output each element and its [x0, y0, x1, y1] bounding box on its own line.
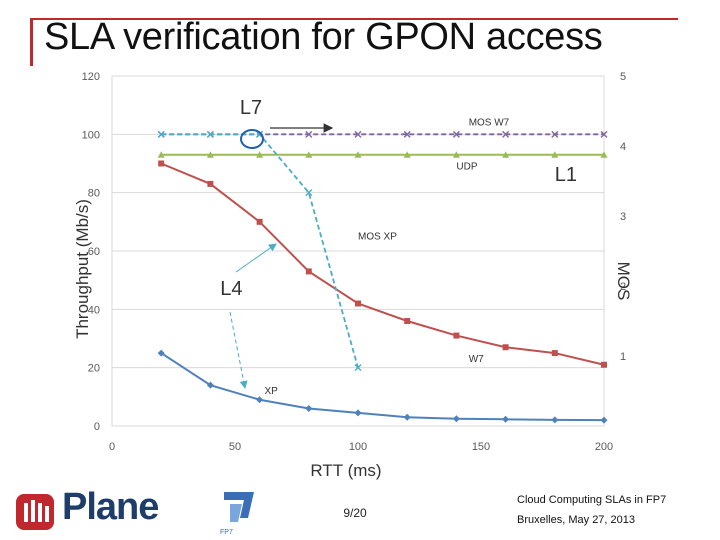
data-point — [157, 151, 165, 158]
title-border-left — [30, 20, 33, 66]
footer-line2: Bruxelles, May 27, 2013 — [517, 514, 636, 526]
data-point — [403, 151, 411, 158]
data-point — [354, 364, 362, 372]
x-axis-label: RTT (ms) — [310, 461, 381, 480]
slide-title: SLA verification for GPON access — [44, 16, 603, 58]
y-tick-label: 100 — [82, 129, 100, 141]
data-point — [354, 409, 362, 417]
x-tick-label: 150 — [472, 441, 490, 453]
title-frame — [30, 14, 678, 66]
data-point — [452, 151, 460, 158]
annotation-l1: L1 — [555, 164, 577, 186]
y-tick-label: 60 — [88, 246, 100, 258]
data-point — [305, 405, 313, 412]
data-point — [600, 130, 608, 138]
data-point — [206, 151, 214, 158]
data-point — [206, 130, 214, 138]
footer-info: Cloud Computing SLAs in FP7 Bruxelles, M… — [517, 490, 666, 530]
data-point — [404, 318, 411, 324]
data-point — [305, 151, 313, 158]
plane-logo-icon — [16, 494, 54, 530]
data-point — [403, 413, 411, 421]
data-point — [157, 349, 165, 357]
footer-line1: Cloud Computing SLAs in FP7 — [517, 494, 667, 506]
l4-arrow-mosxp — [235, 243, 277, 273]
data-point — [206, 381, 214, 389]
data-point — [256, 396, 264, 404]
data-point — [452, 415, 460, 423]
data-point — [305, 189, 313, 197]
x-tick-label: 0 — [109, 441, 115, 453]
data-point — [354, 130, 362, 138]
y2-tick-label: 2 — [620, 281, 626, 293]
series-line — [160, 162, 605, 366]
title-border-top — [30, 18, 678, 20]
data-point — [305, 130, 313, 138]
annotation-l7: L7 — [240, 97, 262, 119]
y2-axis-label: MOS — [614, 262, 633, 301]
data-point — [551, 350, 558, 357]
data-point — [551, 130, 559, 138]
annotation-w7: W7 — [469, 354, 484, 365]
data-point — [256, 151, 264, 158]
data-point — [502, 151, 510, 158]
data-point — [502, 415, 510, 423]
annotation-l4: L4 — [220, 278, 242, 300]
y2-tick-label: 4 — [620, 141, 626, 153]
data-point — [403, 130, 411, 138]
data-point — [157, 130, 165, 138]
series-w7 — [158, 160, 607, 368]
y2-tick-label: 5 — [620, 72, 626, 83]
plane-logo: Plane — [14, 486, 174, 534]
data-point — [453, 332, 460, 339]
data-point — [354, 151, 362, 158]
data-point — [158, 160, 165, 167]
fp7-logo: FP7 — [220, 492, 254, 536]
throughput-chart: 0 20 40 60 80 100 120 0 50 100 150 200 1 2 3 4 5 RTT (ms)… — [73, 72, 633, 480]
data-point — [207, 180, 214, 187]
annotation-mos-xp: MOS XP — [358, 231, 397, 242]
series-line — [160, 352, 605, 422]
x-tick-label: 200 — [595, 441, 613, 453]
y-axis-label: Throughput (Mb/s) — [73, 199, 92, 339]
data-point — [551, 416, 559, 424]
annotation-xp: XP — [265, 386, 279, 397]
y2-tick-label: 3 — [620, 211, 626, 223]
y-tick-label: 80 — [88, 188, 100, 200]
data-point — [551, 151, 559, 158]
data-point — [305, 268, 312, 275]
annotation-mos-w7: MOS W7 — [469, 118, 510, 129]
data-point — [452, 130, 460, 138]
x-tick-label: 50 — [229, 441, 241, 453]
data-point — [355, 300, 361, 307]
data-point — [600, 151, 608, 158]
y-tick-label: 0 — [94, 421, 100, 433]
series-udp — [157, 151, 608, 158]
l7-highlight-circle — [240, 129, 264, 149]
data-point — [256, 218, 263, 225]
annotation-udp: UDP — [456, 161, 477, 172]
data-point — [502, 130, 510, 138]
data-point — [502, 344, 509, 351]
logo-text: Plane — [62, 486, 159, 528]
series-xp — [157, 349, 608, 424]
page-number: 9/20 — [343, 506, 367, 520]
x-tick-label: 100 — [349, 441, 367, 453]
l4-arrow-xp — [229, 311, 248, 389]
data-point — [600, 416, 608, 424]
y-tick-label: 120 — [82, 72, 100, 83]
data-point — [601, 361, 607, 368]
y-tick-label: 20 — [88, 363, 100, 375]
y2-tick-label: 1 — [620, 351, 626, 363]
y-tick-label: 40 — [88, 304, 100, 316]
fp7-label: FP7 — [220, 529, 233, 536]
